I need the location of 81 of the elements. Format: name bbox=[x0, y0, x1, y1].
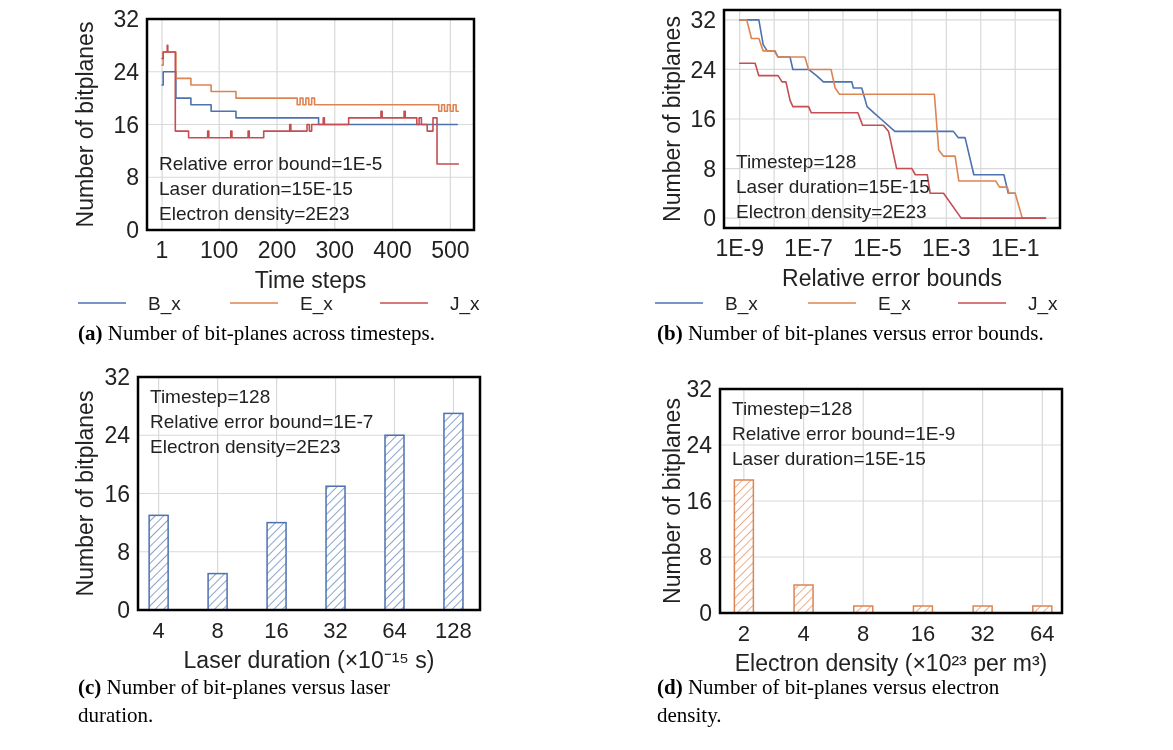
bar bbox=[443, 412, 464, 611]
annotation: Timestep=128 bbox=[150, 386, 271, 407]
legend-label: B_x bbox=[148, 292, 182, 315]
x-tick-label: 1 bbox=[155, 237, 169, 263]
x-tick-label: 4 bbox=[797, 621, 810, 646]
text: (c) Number of bit-planes versus laser duration. bbox=[78, 675, 390, 727]
legend-label: J_x bbox=[450, 292, 481, 315]
annotation: Timestep=128 bbox=[736, 151, 857, 172]
text: (a) Number of bit-planes across timesteps. bbox=[78, 321, 435, 345]
bar bbox=[733, 479, 755, 614]
bar bbox=[384, 434, 405, 611]
x-tick-label: 32 bbox=[323, 618, 348, 643]
text: (d) Number of bit-planes versus electron density. bbox=[657, 675, 1000, 727]
y-tick-label: 24 bbox=[690, 56, 717, 83]
bar bbox=[266, 521, 287, 611]
y-tick-label: 8 bbox=[126, 164, 139, 191]
x-tick-label: 100 bbox=[200, 237, 239, 263]
bar bbox=[793, 584, 814, 614]
x-tick-label: 500 bbox=[431, 237, 470, 263]
bar bbox=[325, 485, 346, 611]
y-tick-label: 0 bbox=[126, 217, 139, 244]
x-axis-title: Relative error bounds bbox=[782, 265, 1002, 291]
x-tick-label: 8 bbox=[857, 621, 870, 646]
x-tick-label: 16 bbox=[910, 621, 936, 646]
legend-label: B_x bbox=[725, 292, 759, 315]
y-tick-label: 32 bbox=[113, 6, 139, 33]
x-tick-label: 8 bbox=[211, 618, 224, 643]
y-tick-label: 24 bbox=[113, 58, 140, 85]
annotation: Laser duration=15E-15 bbox=[732, 448, 926, 469]
x-tick-label: 2 bbox=[737, 621, 750, 646]
y-axis-title: Number of bitplanes bbox=[72, 21, 99, 228]
x-tick-label: 1E-3 bbox=[922, 235, 971, 261]
y-tick-label: 24 bbox=[104, 422, 131, 449]
y-tick-label: 16 bbox=[690, 106, 716, 133]
annotation: Electron density=2E23 bbox=[736, 201, 927, 222]
x-tick-label: 300 bbox=[315, 237, 354, 263]
x-tick-label: 1E-5 bbox=[853, 235, 902, 261]
legend-label: J_x bbox=[1028, 292, 1059, 315]
x-axis-title: Electron density (×10²³ per m³) bbox=[734, 650, 1048, 676]
y-tick-label: 0 bbox=[703, 205, 716, 232]
x-tick-label: 4 bbox=[152, 618, 165, 643]
x-tick-label: 400 bbox=[373, 237, 412, 263]
x-tick-label: 1E-7 bbox=[784, 235, 833, 261]
y-tick-label: 16 bbox=[113, 111, 139, 138]
text: (b) Number of bit-planes versus error bounds. bbox=[657, 321, 1044, 345]
y-tick-label: 32 bbox=[104, 364, 130, 391]
annotation: Timestep=128 bbox=[732, 398, 853, 419]
x-tick-label: 1E-1 bbox=[990, 235, 1040, 261]
x-tick-label: 64 bbox=[382, 618, 407, 643]
legend-label: E_x bbox=[878, 292, 912, 315]
x-tick-label: 128 bbox=[435, 618, 472, 643]
x-tick-label: 1E-9 bbox=[715, 235, 764, 261]
legend-label: E_x bbox=[300, 292, 334, 315]
y-tick-label: 8 bbox=[703, 155, 716, 182]
bar bbox=[148, 514, 169, 611]
x-tick-label: 16 bbox=[264, 618, 289, 643]
annotation: Laser duration=15E-15 bbox=[736, 176, 930, 197]
y-tick-label: 0 bbox=[699, 600, 712, 627]
x-axis-title: Laser duration (×10⁻¹⁵ s) bbox=[183, 647, 435, 673]
y-tick-label: 16 bbox=[686, 488, 712, 515]
y-tick-label: 8 bbox=[699, 544, 712, 571]
y-axis-title: Number of bitplanes bbox=[659, 398, 686, 604]
annotation: Relative error bound=1E-7 bbox=[150, 411, 374, 432]
y-axis-title: Number of bitplanes bbox=[659, 16, 686, 222]
y-tick-label: 24 bbox=[686, 432, 713, 459]
x-tick-label: 200 bbox=[257, 237, 297, 263]
annotation: Relative error bound=1E-9 bbox=[732, 423, 956, 444]
y-tick-label: 32 bbox=[686, 376, 712, 403]
annotation: Laser duration=15E-15 bbox=[159, 178, 353, 199]
y-tick-label: 0 bbox=[117, 597, 130, 624]
annotation: Electron density=2E23 bbox=[159, 203, 350, 224]
x-tick-label: 64 bbox=[1030, 621, 1055, 646]
bar bbox=[207, 572, 228, 611]
annotation: Electron density=2E23 bbox=[150, 436, 341, 457]
y-tick-label: 32 bbox=[690, 6, 716, 33]
annotation: Relative error bound=1E-5 bbox=[159, 153, 383, 174]
x-tick-label: 32 bbox=[970, 621, 995, 646]
y-tick-label: 8 bbox=[117, 538, 130, 565]
x-axis-title: Time steps bbox=[254, 267, 367, 293]
y-axis-title: Number of bitplanes bbox=[72, 390, 99, 597]
y-tick-label: 16 bbox=[104, 480, 130, 507]
